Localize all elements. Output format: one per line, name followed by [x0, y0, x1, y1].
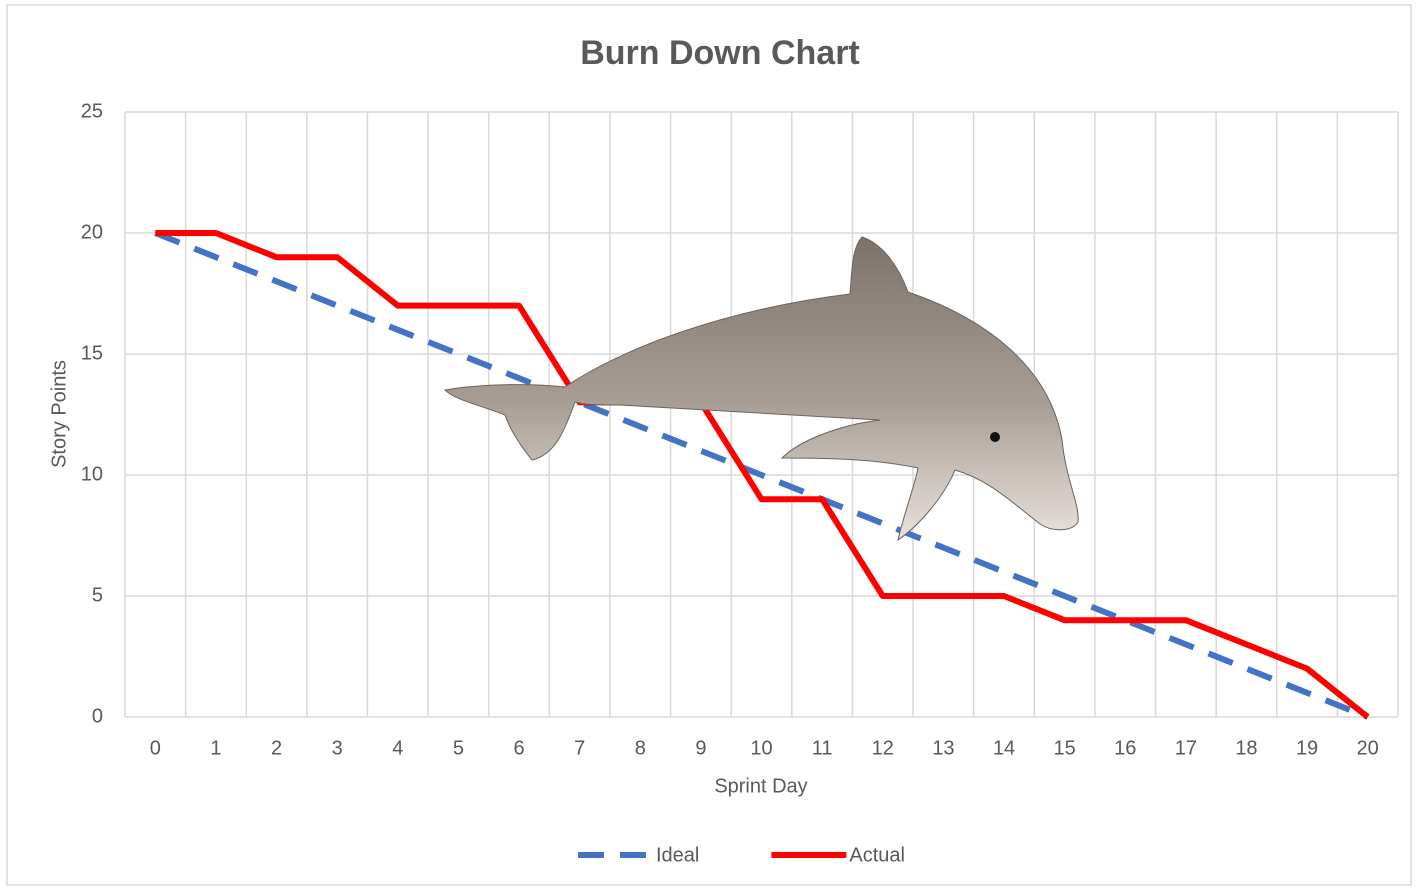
- y-tick-label: 20: [81, 221, 103, 243]
- x-tick-label: 0: [150, 737, 161, 759]
- x-tick-label: 10: [750, 737, 772, 759]
- plot: [154, 230, 1370, 720]
- x-tick-label: 9: [695, 737, 706, 759]
- y-tick-label: 10: [81, 463, 103, 485]
- legend-label: Actual: [849, 844, 905, 866]
- x-tick-label: 11: [812, 737, 833, 759]
- x-tick-label: 2: [271, 737, 282, 759]
- x-tick-label: 3: [332, 737, 343, 759]
- x-tick-label: 4: [392, 737, 403, 759]
- x-axis-title: Sprint Day: [714, 775, 807, 797]
- dolphin-image: [443, 236, 1079, 542]
- x-tick-label: 15: [1053, 737, 1075, 759]
- series-line: [155, 230, 1370, 720]
- legend-label: Ideal: [656, 844, 699, 866]
- y-tick-label: 0: [92, 705, 103, 727]
- x-tick-label: 8: [635, 737, 646, 759]
- x-tick-label: 14: [993, 737, 1015, 759]
- x-tick-label: 1: [210, 737, 221, 759]
- x-tick-label: 17: [1175, 737, 1197, 759]
- x-tick-label: 13: [932, 737, 954, 759]
- chart-title: Burn Down Chart: [580, 34, 860, 72]
- x-tick-label: 5: [453, 737, 464, 759]
- y-tick-label: 25: [81, 100, 103, 122]
- series-line: [154, 230, 1369, 720]
- x-tick-label: 6: [513, 737, 524, 759]
- y-tick-label: 15: [81, 342, 103, 364]
- legend: Ideal Actual: [578, 844, 905, 866]
- x-tick-label: 19: [1296, 737, 1318, 759]
- chart-border: [6, 4, 1412, 886]
- y-tick-label: 5: [92, 584, 103, 606]
- y-axis-title: Story Points: [48, 360, 70, 468]
- x-tick-label: 18: [1235, 737, 1257, 759]
- x-tick-label: 16: [1114, 737, 1136, 759]
- x-tick-label: 12: [872, 737, 894, 759]
- x-tick-label: 20: [1357, 737, 1379, 759]
- x-tick-label: 7: [574, 737, 585, 759]
